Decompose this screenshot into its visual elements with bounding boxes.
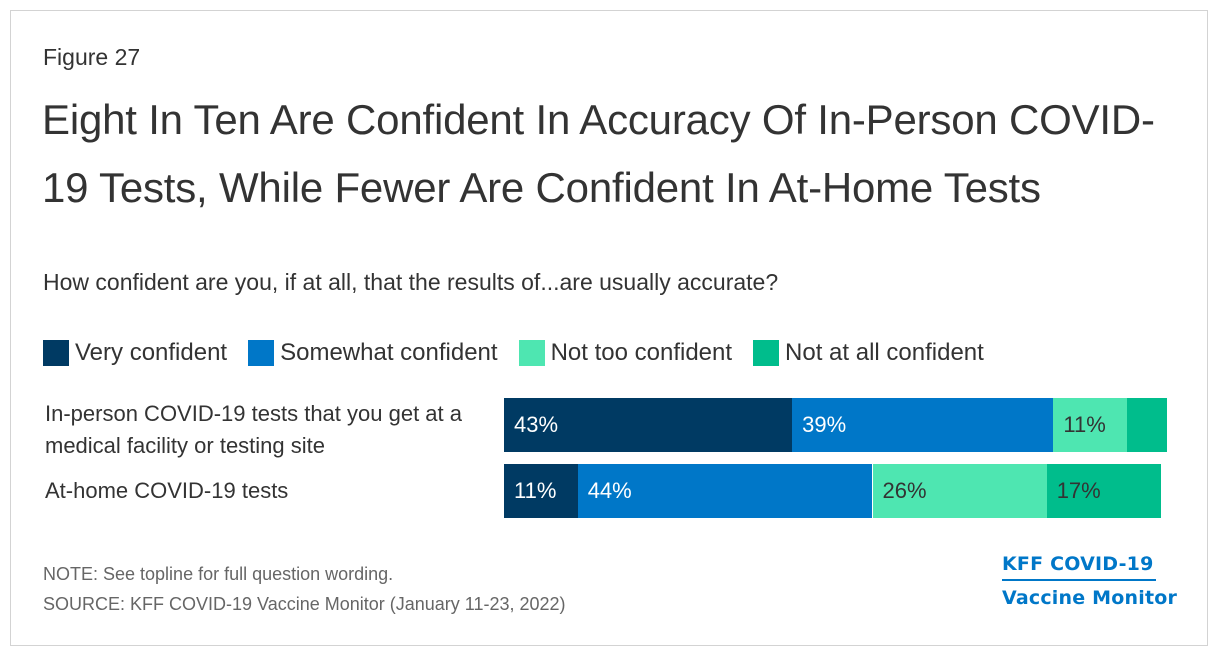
bar-in-person-not-at-all-confident: [1127, 398, 1168, 452]
legend-label: Not at all confident: [785, 339, 984, 366]
legend-swatch-somewhat-confident: [248, 340, 275, 366]
figure-frame: [10, 10, 1208, 646]
logo-divider: [1002, 579, 1156, 581]
bar-at-home-not-at-all-confident: [1046, 464, 1161, 518]
legend-swatch-very-confident: [43, 340, 69, 366]
kff-logo: KFF COVID-19 Vaccine Monitor: [1002, 553, 1178, 609]
bar-at-home-somewhat-confident: [577, 464, 873, 518]
legend-swatch-not-at-all-confident: [753, 340, 780, 366]
data-label-in-person-very-confident: 43%: [514, 412, 559, 437]
data-label-at-home-not-at-all-confident: 17%: [1056, 478, 1101, 503]
category-label-in-person: In-person COVID-19 tests that you get at…: [45, 401, 462, 458]
category-label-at-home: At-home COVID-19 tests: [45, 478, 289, 503]
legend-label: Not too confident: [550, 339, 733, 366]
legend-swatch-not-too-confident: [518, 340, 545, 366]
chart-source: SOURCE: KFF COVID-19 Vaccine Monitor (Ja…: [43, 594, 566, 614]
data-label-at-home-somewhat-confident: 44%: [587, 478, 632, 503]
bar-at-home-very-confident: [504, 464, 578, 518]
chart-legend: Very confident Somewhat confident Not to…: [43, 336, 1005, 370]
data-label-in-person-not-too-confident: 11%: [1063, 412, 1106, 437]
chart-note: NOTE: See topline for full question word…: [43, 564, 394, 584]
legend-item-not-too-confident: Not too confident: [518, 339, 733, 367]
legend-item-not-at-all-confident: Not at all confident: [753, 339, 984, 367]
bar-in-person-very-confident: [504, 398, 793, 452]
figure-label: Figure 27: [43, 44, 141, 70]
legend-item-very-confident: Very confident: [43, 339, 227, 367]
legend-label: Very confident: [75, 339, 228, 366]
data-label-at-home-not-too-confident: 26%: [882, 478, 927, 503]
bar-at-home-not-too-confident: [872, 464, 1047, 518]
bar-in-person-not-too-confident: [1053, 398, 1128, 452]
logo-line-2: Vaccine Monitor: [1002, 587, 1178, 609]
data-label-at-home-very-confident: 11%: [514, 478, 557, 503]
legend-item-somewhat-confident: Somewhat confident: [248, 339, 498, 367]
data-label-in-person-somewhat-confident: 39%: [802, 412, 847, 437]
bar-in-person-somewhat-confident: [792, 398, 1054, 452]
chart-title: Eight In Ten Are Confident In Accuracy O…: [42, 96, 1155, 211]
chart-subtitle: How confident are you, if at all, that t…: [43, 269, 779, 295]
legend-label: Somewhat confident: [280, 339, 498, 366]
logo-line-1: KFF COVID-19: [1002, 553, 1154, 575]
